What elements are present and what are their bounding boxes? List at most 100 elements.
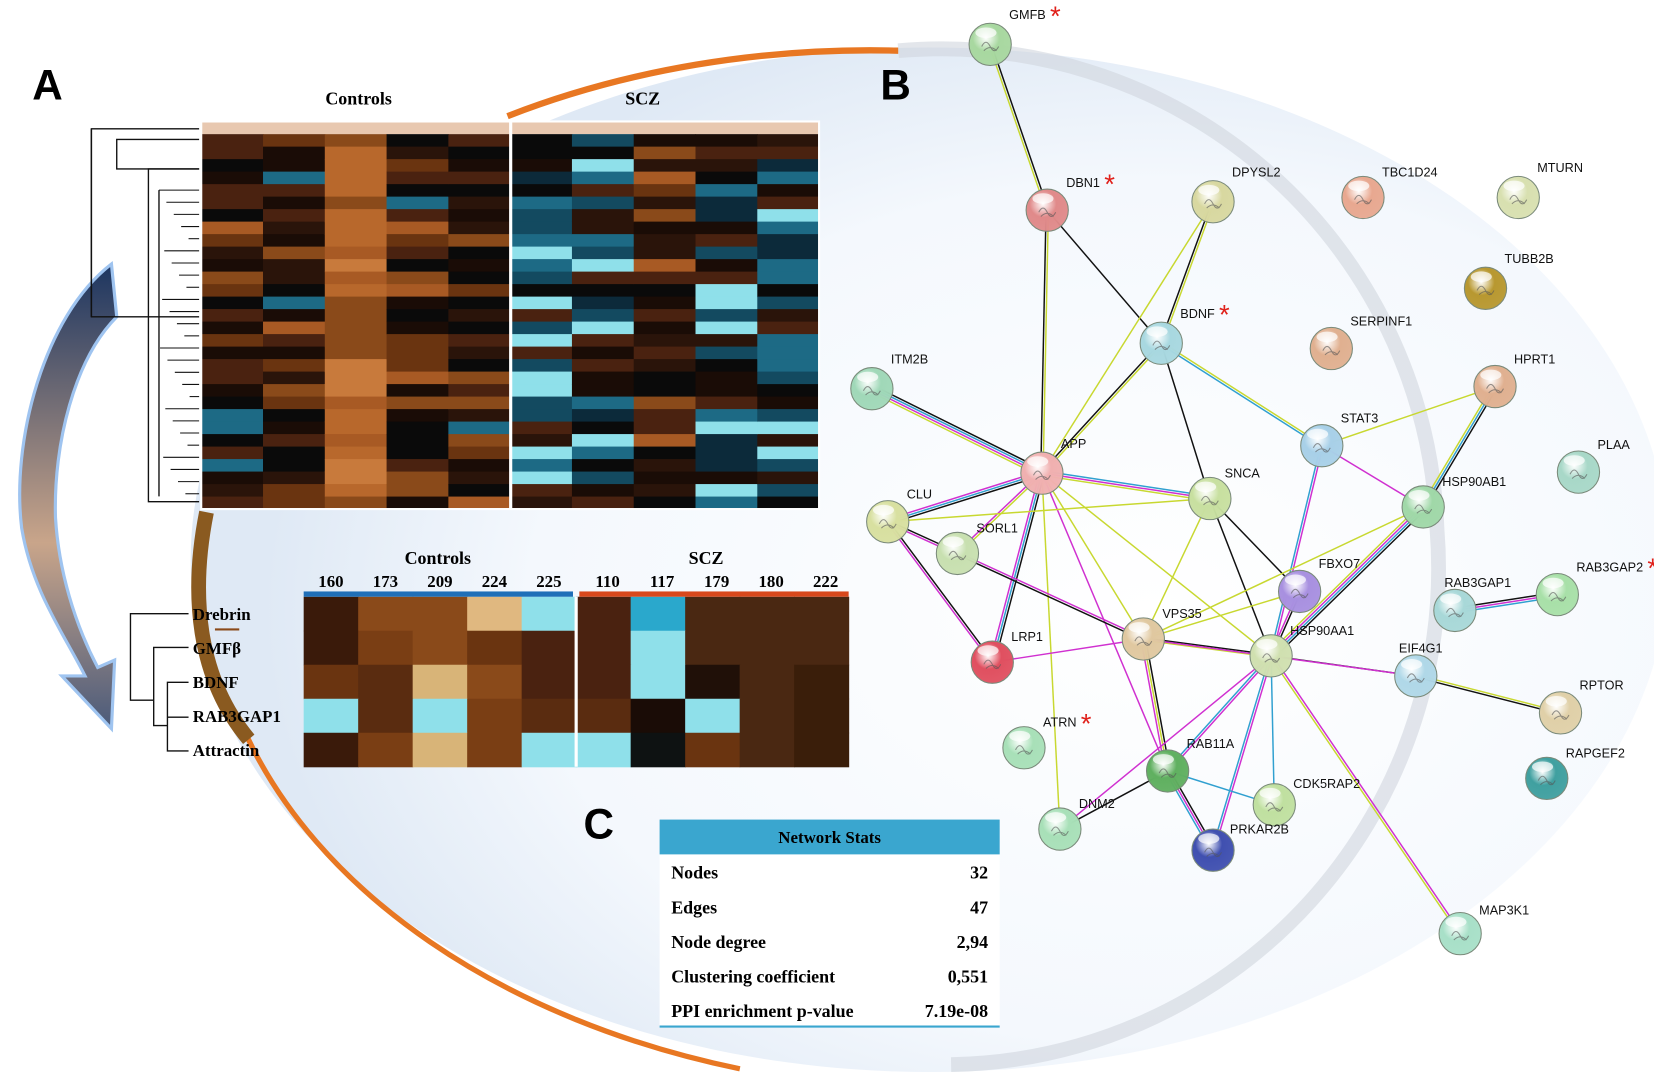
heatmap-cell — [757, 146, 820, 160]
heatmap-cell — [467, 698, 523, 734]
edge — [1167, 656, 1273, 773]
node-label: RPTOR — [1580, 679, 1624, 693]
heatmap-cell — [324, 196, 388, 210]
heatmap-cell — [571, 346, 635, 360]
node-flag: * — [1219, 299, 1230, 330]
heatmap-cell — [757, 409, 820, 423]
node-structure — [1451, 931, 1470, 941]
heatmap-cell — [386, 471, 449, 485]
heatmap-cell — [386, 371, 449, 385]
heatmap-cell — [685, 698, 741, 734]
sample-label: 160 — [318, 572, 343, 591]
edge — [1042, 210, 1050, 474]
edge — [1166, 654, 1271, 771]
heatmap-cell — [201, 446, 264, 460]
node-structure — [1200, 495, 1219, 506]
heatmap-cell — [510, 421, 573, 435]
heatmap-cell — [263, 234, 326, 248]
node-label: SORL1 — [976, 521, 1018, 535]
heatmap-cell — [358, 732, 414, 768]
heatmap-cell — [201, 471, 264, 485]
heatmap-cell — [303, 664, 359, 700]
edge — [993, 473, 1045, 663]
heatmap-cell — [324, 459, 388, 473]
heatmap-cell — [695, 421, 758, 435]
heatmap-cell — [324, 359, 388, 373]
heatmap-cell — [510, 484, 573, 498]
node-flag: * — [1104, 168, 1115, 199]
heatmap-cell — [633, 396, 697, 410]
node-label: LRP1 — [1011, 630, 1043, 644]
heatmap-cell — [633, 334, 697, 348]
heatmap-cell — [633, 446, 697, 460]
heatmap-cell — [633, 471, 697, 485]
heatmap-cell — [633, 384, 697, 398]
heatmap-cell — [576, 596, 632, 632]
edge — [1422, 386, 1496, 508]
heatmap-cell — [521, 630, 577, 666]
heatmap-cell — [633, 159, 697, 173]
heatmap-cell — [448, 496, 511, 510]
heatmap-cell — [324, 334, 388, 348]
node-structure — [1265, 802, 1284, 812]
node-structure — [1290, 588, 1309, 599]
heatmap-cell — [757, 446, 820, 460]
heatmap-cell — [448, 134, 511, 148]
node-highlight — [1545, 696, 1567, 707]
panel-label: B — [880, 61, 911, 108]
heatmap-cell — [448, 396, 511, 410]
heatmap-cell — [263, 346, 326, 360]
heatmap-cell — [757, 246, 820, 260]
node-highlight — [1440, 593, 1462, 605]
node-label: BDNF — [1180, 307, 1215, 321]
heatmap-cell — [386, 296, 449, 310]
node-structure — [1322, 345, 1341, 356]
panel-label: C — [584, 801, 615, 848]
edge — [1042, 470, 1211, 497]
table-title: Network Stats — [778, 828, 881, 847]
heatmap-cell — [358, 698, 414, 734]
node-flag: * — [1081, 708, 1092, 739]
edge — [1268, 503, 1422, 654]
heatmap-cell — [695, 334, 758, 348]
node-highlight — [1445, 916, 1467, 928]
heatmap-cell — [695, 196, 758, 210]
heatmap-cell — [303, 698, 359, 734]
heatmap-cell — [263, 271, 326, 285]
heatmap-cell — [633, 221, 697, 235]
edges — [870, 43, 1561, 935]
node-structure — [1134, 636, 1153, 646]
edge — [1140, 639, 1167, 772]
edge — [1041, 472, 1144, 640]
node-highlight — [857, 371, 879, 383]
heatmap-cell — [630, 698, 686, 734]
node-label: ITM2B — [891, 352, 928, 366]
heatmap-cell — [571, 471, 635, 485]
heatmap-cell — [386, 484, 449, 498]
node-highlight — [1503, 180, 1525, 192]
heatmap-cell — [510, 259, 573, 273]
heatmap-cell — [201, 484, 264, 498]
node-highlight — [872, 504, 895, 516]
heatmap-cell — [571, 434, 635, 448]
heatmap-cell — [303, 732, 359, 768]
heatmap-cell — [510, 134, 573, 148]
edge — [886, 521, 992, 664]
heatmap-cell — [412, 698, 468, 734]
heatmap-cell — [448, 484, 511, 498]
heatmap-cell — [448, 409, 511, 423]
edge — [870, 391, 1041, 477]
table-value: 7.19e-08 — [925, 1001, 988, 1021]
edge — [991, 472, 1043, 663]
heatmap-cell — [757, 359, 820, 373]
node-highlight — [1307, 428, 1329, 440]
row-label: Drebrin — [193, 605, 251, 624]
heatmap-cell — [303, 596, 359, 632]
node-structure — [1312, 443, 1331, 453]
stats-table: Network Stats Nodes 32 Edges 47 Node degree 2,… — [659, 819, 1000, 1028]
dendrogram-branch — [153, 646, 189, 727]
table-label: Edges — [671, 897, 717, 917]
heatmap-cell — [633, 284, 697, 298]
heatmap-cell — [448, 434, 511, 448]
heatmap-cell — [757, 284, 820, 298]
